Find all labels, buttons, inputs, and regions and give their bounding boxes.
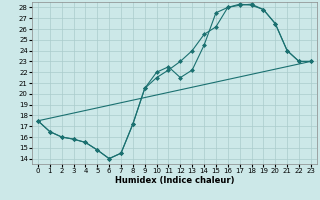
X-axis label: Humidex (Indice chaleur): Humidex (Indice chaleur) xyxy=(115,176,234,185)
